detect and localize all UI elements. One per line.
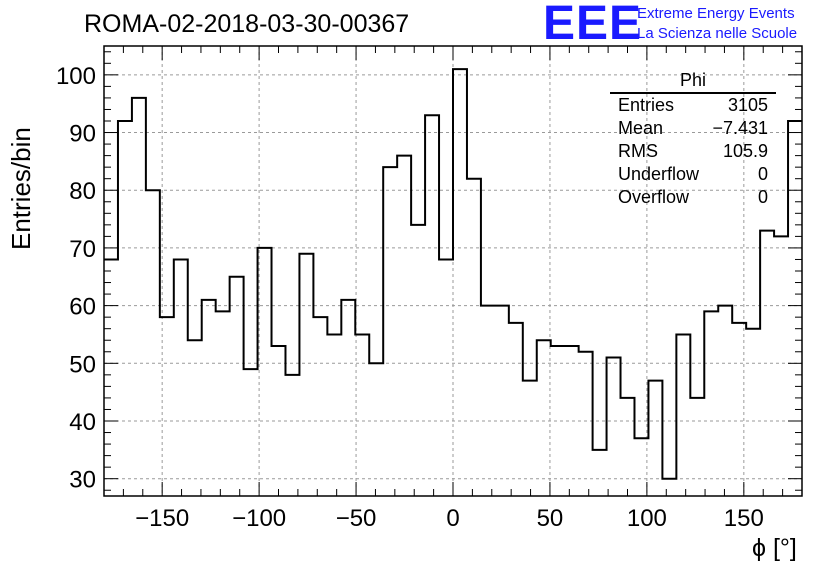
- stats-label: Underflow: [618, 164, 700, 184]
- stats-value: −7.431: [712, 118, 768, 138]
- y-axis-label: Entries/bin: [6, 127, 36, 250]
- x-tick-label: −150: [135, 505, 189, 532]
- y-tick-label: 90: [69, 121, 96, 148]
- stats-row-mean: Mean −7.431: [610, 117, 776, 140]
- logo-caption-line1: Extreme Energy Events: [637, 5, 795, 22]
- y-tick-label: 70: [69, 236, 96, 263]
- stats-value: 3105: [727, 95, 768, 115]
- logo-caption: Extreme Energy Events La Scienza nelle S…: [637, 4, 797, 44]
- stats-label: RMS: [618, 141, 658, 161]
- y-tick-label: 30: [69, 467, 96, 494]
- stats-row-overflow: Overflow 0: [610, 186, 776, 209]
- stats-box: Phi Entries 3105 Mean −7.431 RMS 105.9 U…: [610, 70, 776, 209]
- x-tick-label: 100: [627, 505, 667, 532]
- x-tick-label: 150: [724, 505, 764, 532]
- stats-value: 0: [757, 187, 768, 207]
- x-tick-label: 0: [446, 505, 459, 532]
- stats-label: Entries: [618, 95, 675, 115]
- chart-title: ROMA-02-2018-03-30-00367: [84, 10, 410, 38]
- y-tick-label: 40: [69, 409, 96, 436]
- stats-label: Overflow: [618, 187, 690, 207]
- stats-value: 0: [757, 164, 768, 184]
- logo-caption-line2: La Scienza nelle Scuole: [637, 25, 798, 42]
- x-axis-label: ϕ [°]: [752, 534, 797, 562]
- eee-logo: EEE: [543, 0, 643, 50]
- stats-label: Mean: [618, 118, 664, 138]
- stats-box-title: Phi: [610, 70, 776, 94]
- y-tick-label: 50: [69, 351, 96, 378]
- y-tick-label: 100: [56, 63, 96, 90]
- y-tick-label: 60: [69, 294, 96, 321]
- histogram-line: [104, 68, 802, 480]
- stats-row-rms: RMS 105.9: [610, 140, 776, 163]
- stats-row-entries: Entries 3105: [610, 94, 776, 117]
- stats-value: 105.9: [722, 141, 768, 161]
- x-tick-label: −50: [336, 505, 377, 532]
- y-tick-label: 80: [69, 178, 96, 205]
- stats-row-underflow: Underflow 0: [610, 163, 776, 186]
- x-tick-label: 50: [537, 505, 564, 532]
- x-tick-label: −100: [232, 505, 286, 532]
